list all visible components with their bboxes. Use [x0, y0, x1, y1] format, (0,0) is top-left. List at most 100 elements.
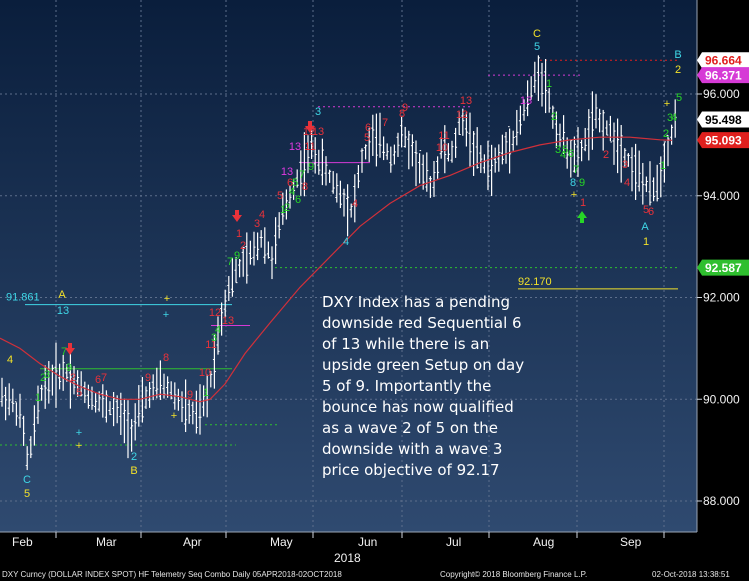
sequential-marker: 9: [66, 362, 72, 374]
signal-arrow-icon: [65, 343, 75, 355]
plus-marker: +: [164, 293, 170, 305]
sequential-marker: A: [641, 221, 649, 233]
sequential-marker: 3: [622, 159, 628, 171]
price-tag-label: 95.498: [705, 113, 742, 127]
sequential-marker: 5: [364, 132, 370, 144]
plus-marker: +: [76, 440, 82, 452]
sequential-marker: 7: [61, 346, 67, 358]
y-tick-label: 94.000: [703, 189, 740, 203]
sequential-marker: 1: [35, 392, 41, 404]
sequential-marker: 6: [365, 122, 371, 134]
x-month-label: Feb: [12, 535, 33, 549]
signal-arrow-icon: [577, 211, 587, 223]
price-tag: 96.371: [697, 67, 749, 84]
sequential-marker: 4: [352, 198, 358, 210]
sequential-marker: C: [533, 28, 541, 40]
sequential-marker: 5: [534, 41, 540, 53]
x-month-label: Sep: [620, 535, 642, 549]
x-month-label: Jun: [358, 535, 377, 549]
sequential-marker: 9: [402, 102, 408, 114]
sequential-marker: 1: [580, 197, 586, 209]
price-tag-box: [697, 259, 749, 276]
sequential-marker: 4: [259, 209, 265, 221]
sequential-marker: 13: [520, 95, 532, 107]
sequential-marker: 10: [199, 367, 211, 379]
sequential-marker: 13: [312, 126, 324, 138]
sequential-marker: 2: [240, 240, 246, 252]
sequential-marker: 3: [254, 218, 260, 230]
sequential-marker: 5: [643, 204, 649, 216]
price-tag-box: [697, 132, 749, 149]
sequential-marker: 7: [101, 372, 107, 384]
sequential-marker: 6: [287, 177, 293, 189]
sequential-marker: 13: [460, 95, 472, 107]
sequential-marker: 4: [343, 236, 349, 248]
sequential-marker: 6: [568, 148, 574, 160]
x-month-label: May: [270, 535, 293, 549]
price-tag-box: [697, 67, 749, 84]
sequential-marker: 4: [7, 354, 13, 366]
sequential-marker: 7: [299, 169, 305, 181]
sequential-marker: 4: [624, 177, 630, 189]
reference-lines: 91.861 92.170: [0, 59, 678, 446]
footer-right: 02-Oct-2018 13:38:51: [652, 570, 730, 579]
sequential-marker: 2: [551, 111, 557, 123]
sequential-marker: 2: [40, 372, 46, 384]
signal-arrow-icon: [232, 210, 242, 222]
x-year-label: 2018: [334, 551, 361, 565]
moving-average-line: [0, 136, 673, 403]
sequential-marker: 2: [603, 149, 609, 161]
sequential-marker: 2: [131, 451, 137, 463]
sequential-marker: 3: [315, 106, 321, 118]
plus-marker: +: [76, 427, 82, 439]
sequential-marker: 5: [277, 190, 283, 202]
y-tick-label: 92.000: [703, 291, 740, 305]
sequential-marker: 13: [281, 166, 293, 178]
sequential-marker: 8: [163, 352, 169, 364]
sequential-marker: 1: [280, 204, 286, 216]
price-tag: 96.664: [697, 52, 749, 69]
plus-marker: +: [571, 189, 577, 201]
y-tick-label: 90.000: [703, 392, 740, 406]
reference-line-label: 91.861: [6, 292, 40, 304]
sequential-marker: 11: [205, 339, 216, 351]
plot-background: [0, 0, 697, 532]
sequential-marker: 5: [292, 177, 298, 189]
sequential-marker: 10: [436, 142, 448, 154]
plus-marker: +: [171, 410, 177, 422]
price-tag-label: 96.664: [705, 54, 742, 68]
sequential-marker: 9: [145, 372, 151, 384]
sequential-marker: 2: [663, 128, 669, 140]
signal-arrow-icon: [305, 121, 315, 133]
price-tag-label: 96.371: [705, 69, 742, 83]
sequential-marker: 3: [44, 369, 50, 381]
sequential-marker: 3: [211, 332, 217, 344]
plus-marker: +: [163, 309, 169, 321]
sequential-marker: 8: [399, 108, 405, 120]
sequential-marker: 5: [676, 92, 682, 104]
sequential-marker: 3: [667, 112, 673, 124]
sequential-marker: 1: [660, 160, 666, 172]
sequential-marker: 6: [648, 206, 654, 218]
sequential-marker: B: [130, 465, 137, 477]
sequential-marker: 8: [302, 181, 308, 193]
sequential-marker: 1: [236, 228, 242, 240]
footer-left: DXY Curncy (DOLLAR INDEX SPOT) HF Teleme…: [2, 570, 342, 579]
sequential-marker: 7: [573, 164, 579, 176]
sequential-marker: 5: [562, 144, 568, 156]
price-tag: 95.093: [697, 132, 749, 149]
sequential-marker: A: [58, 289, 66, 301]
sequential-marker: 9: [579, 177, 585, 189]
sequential-marker: 7: [227, 256, 233, 268]
sequential-marker: 6: [95, 374, 101, 386]
y-axis: 88.000 90.000 92.000 94.000 96.000: [696, 0, 740, 532]
sequential-marker: 11: [438, 130, 449, 142]
price-tag-box: [697, 111, 749, 128]
sequential-marker: 12: [209, 307, 221, 319]
x-month-label: Jul: [446, 535, 461, 549]
price-tag-label: 95.093: [705, 134, 742, 148]
sequential-marker: 12: [456, 109, 468, 121]
annotation-text: DXY Index has a pending downside red Seq…: [322, 293, 529, 479]
